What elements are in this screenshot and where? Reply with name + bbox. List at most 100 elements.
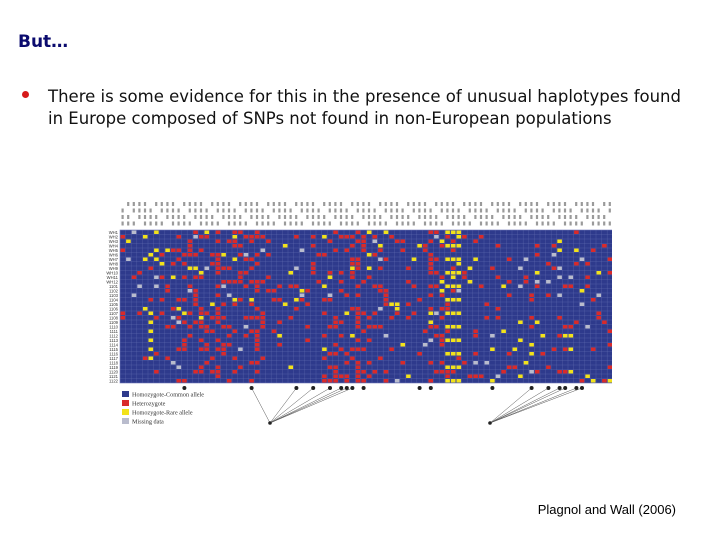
column-header-glyph [227,202,231,206]
connector-line [489,387,577,424]
heatmap-cell [176,320,182,324]
column-header-glyph [440,221,443,226]
heatmap-cell [327,275,333,279]
column-header-glyph [295,215,298,219]
column-header-glyph [379,221,382,226]
column-header-glyph [524,208,527,213]
row-label: 1119 [109,365,118,370]
column-header-glyph [379,215,382,219]
heatmap-cell [226,293,232,297]
column-header-glyph [138,215,141,219]
row-label: WH11 [107,275,119,280]
column-header-glyph [423,208,427,213]
column-header-glyph [227,215,231,219]
heatmap-cell [439,244,445,248]
heatmap-cell [467,374,473,378]
heatmap-cell [355,370,361,374]
legend-label: Heterozygote [132,401,166,408]
column-header-glyph [166,215,169,219]
heatmap-cell [557,248,562,252]
heatmap-cell [198,307,204,311]
heatmap-cell [383,298,389,302]
heatmap-cell [226,280,232,284]
row-label: 1103 [109,293,119,298]
heatmap-cell [215,284,221,288]
heatmap-cell [434,235,439,239]
heatmap-cell [590,379,596,383]
heatmap-cell [557,239,562,243]
heatmap-cell [439,289,445,293]
column-header-glyph [384,202,387,206]
heatmap-cell [378,356,383,360]
heatmap-cell [322,374,327,378]
heatmap-cell [193,370,198,374]
heatmap-cell [439,361,445,365]
column-header-glyph [580,208,583,213]
heatmap-cell [434,271,439,275]
heatmap-cell [344,379,350,383]
heatmap-cell [450,239,456,243]
column-header-glyph [547,215,550,219]
heatmap-cell [322,311,327,315]
column-header-glyph [591,221,595,226]
column-header-glyph [507,221,511,226]
heatmap-cell [176,347,182,351]
column-header-glyph [468,208,471,213]
heatmap-cell [529,343,534,347]
heatmap-cell [484,361,490,365]
column-header-glyph [132,208,135,213]
heatmap-cell [187,248,193,252]
column-header-glyph [306,202,309,206]
column-header-glyph [227,208,231,213]
heatmap-cell [322,356,327,360]
heatmap-cell [562,284,568,288]
column-header-glyph [373,221,376,226]
column-header-glyph [171,215,175,219]
heatmap-cell [266,253,271,257]
heatmap-cell [450,365,456,369]
column-header-glyph [446,215,449,219]
column-header-glyph [407,221,410,226]
heatmap-cell [372,239,378,243]
heatmap-cell [361,347,366,351]
heatmap-cell [467,266,473,270]
column-header-glyph [586,215,589,219]
heatmap-cell [210,370,215,374]
heatmap-cell [506,365,512,369]
connector-hub [268,421,272,425]
column-header-glyph [513,208,516,213]
heatmap-cell [361,235,366,239]
heatmap-cell [243,235,249,239]
column-header-glyph [530,202,533,206]
heatmap-cell [243,284,249,288]
heatmap-cell [579,302,585,306]
heatmap-cell [445,370,450,374]
heatmap-cell [585,275,590,279]
heatmap-cell [456,230,462,234]
column-header-glyph [423,215,427,219]
heatmap-cell [232,298,238,302]
heatmap-cell [512,365,518,369]
heatmap-cell [294,284,299,288]
column-header-glyph [132,221,135,226]
column-header-glyph [390,215,393,219]
heatmap-cell [428,379,434,383]
connector-line [269,387,353,424]
column-header-glyph [463,221,466,226]
heatmap-cell [434,257,439,261]
column-header-glyph [535,208,539,213]
column-header-glyph [597,221,600,226]
column-header-glyph [535,202,539,206]
heatmap-cell [439,334,445,338]
heatmap-cell [254,316,260,320]
heatmap-cell [142,235,148,239]
heatmap-cell [428,338,434,342]
heatmap-cell [445,244,450,248]
heatmap-cell [254,370,260,374]
heatmap-cell [182,311,187,315]
heatmap-cell [428,284,434,288]
heatmap-cell [210,253,215,257]
column-header-glyph [339,202,343,206]
column-header-glyph [222,208,225,213]
column-header-glyph [339,215,343,219]
